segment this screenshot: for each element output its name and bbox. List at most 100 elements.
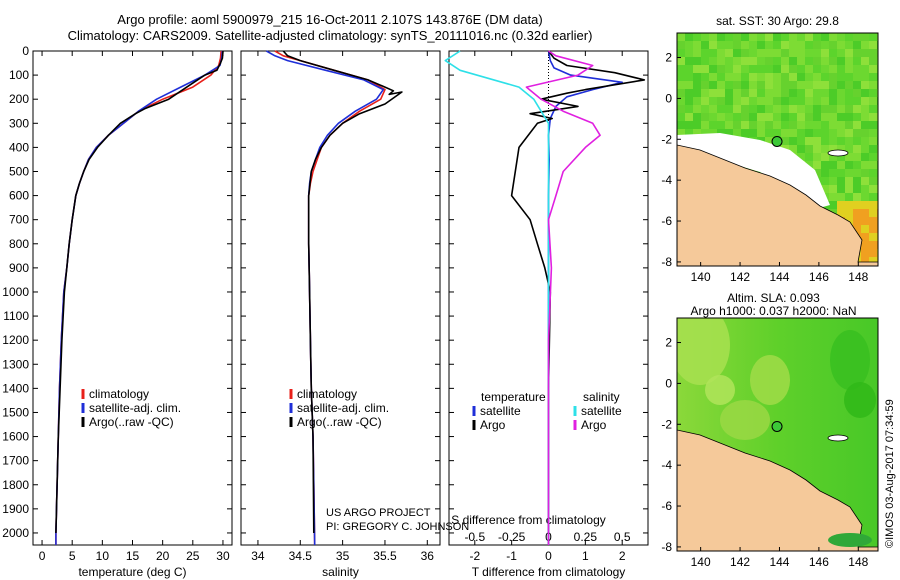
sst-cell xyxy=(837,129,846,138)
sst-cell xyxy=(805,121,814,130)
sst_map-ytick-label: -4 xyxy=(661,173,672,187)
sst-cell xyxy=(701,121,710,130)
sst-cell xyxy=(861,169,870,178)
sst-cell xyxy=(861,145,870,154)
sst-cell xyxy=(861,41,870,50)
sst-cell xyxy=(677,113,686,122)
sst-cell xyxy=(733,49,742,58)
sst-cell xyxy=(781,137,790,146)
sst-cell xyxy=(853,217,862,226)
sst-cell xyxy=(765,121,774,130)
sst-cell xyxy=(725,129,734,138)
legend-salinity-title: salinity xyxy=(583,390,620,404)
sst-cell xyxy=(869,129,878,138)
sst-cell xyxy=(837,49,846,58)
sst-cell xyxy=(821,177,830,186)
sst-cell xyxy=(821,129,830,138)
sla_map-xtick-label: 146 xyxy=(809,555,829,569)
sla-deep-patch xyxy=(828,533,872,547)
sst-cell xyxy=(741,41,750,50)
sst-cell xyxy=(741,89,750,98)
sst-cell xyxy=(829,97,838,106)
sst-cell xyxy=(741,73,750,82)
sst-cell xyxy=(685,97,694,106)
sst-cell xyxy=(701,49,710,58)
sst-cell xyxy=(821,145,830,154)
sst-cell xyxy=(773,121,782,130)
sst-cell xyxy=(845,209,854,218)
sst-cell xyxy=(821,41,830,50)
salinity-diff-tick-label: -0.25 xyxy=(498,530,526,544)
sst-cell xyxy=(845,65,854,74)
sst-cell xyxy=(781,73,790,82)
sst_map-land xyxy=(677,144,878,266)
sla_map-island xyxy=(827,434,849,442)
sst-cell xyxy=(813,161,822,170)
sst_map-xtick-label: 148 xyxy=(848,270,868,284)
sst-cell xyxy=(733,57,742,66)
sst-cell xyxy=(749,89,758,98)
sst-cell xyxy=(701,97,710,106)
sst-cell xyxy=(773,41,782,50)
sst-cell xyxy=(789,73,798,82)
sst_map-field xyxy=(677,33,878,266)
temperature-xtick-label: 20 xyxy=(156,549,170,563)
depth-tick-label: 1900 xyxy=(2,502,29,516)
sst-cell xyxy=(861,153,870,162)
sst-cell xyxy=(805,33,814,42)
sst-cell xyxy=(837,209,846,218)
sst-cell xyxy=(797,89,806,98)
sst-cell xyxy=(861,97,870,106)
sst-cell xyxy=(813,153,822,162)
depth-tick-label: 1000 xyxy=(2,285,29,299)
sst-cell xyxy=(861,57,870,66)
sst-cell xyxy=(741,65,750,74)
sst-cell xyxy=(821,121,830,130)
sst-cell xyxy=(805,41,814,50)
depth-tick-label: 900 xyxy=(9,261,29,275)
sst-cell xyxy=(853,41,862,50)
sst-cell xyxy=(837,57,846,66)
sst-cell xyxy=(677,49,686,58)
depth-tick-label: 1500 xyxy=(2,405,29,419)
sst-cell xyxy=(797,145,806,154)
sst-cell xyxy=(869,145,878,154)
sst-cell xyxy=(733,81,742,90)
sst-cell xyxy=(869,225,878,234)
sst_map-ytick-label: 0 xyxy=(665,91,672,105)
sst-cell xyxy=(757,113,766,122)
sst-cell xyxy=(869,169,878,178)
sst-cell xyxy=(845,177,854,186)
sst-cell xyxy=(741,97,750,106)
sst-cell xyxy=(821,153,830,162)
sst-cell xyxy=(789,105,798,114)
sst-cell xyxy=(829,41,838,50)
sst-cell xyxy=(741,105,750,114)
sst-cell xyxy=(765,89,774,98)
sst-cell xyxy=(821,169,830,178)
sst-cell xyxy=(725,57,734,66)
sst-cell xyxy=(821,81,830,90)
sst-cell xyxy=(677,65,686,74)
sst-cell xyxy=(677,33,686,42)
sst-cell xyxy=(789,49,798,58)
difference-series-argo-temperature xyxy=(510,50,646,545)
sst-cell xyxy=(677,57,686,66)
sst-cell xyxy=(853,97,862,106)
sst_map-ytick-label: 2 xyxy=(665,51,672,65)
sst-cell xyxy=(829,201,838,210)
sst-cell xyxy=(733,121,742,130)
sst_map-ytick-label: -8 xyxy=(661,255,672,269)
sst-cell xyxy=(773,65,782,74)
sst-cell xyxy=(853,49,862,58)
salinity-diff-xlabel: S difference from climatology xyxy=(451,513,606,527)
sst-cell xyxy=(765,65,774,74)
sst-cell xyxy=(853,201,862,210)
sst-cell xyxy=(709,113,718,122)
sst-cell xyxy=(781,57,790,66)
depth-tick-label: 0 xyxy=(22,44,29,58)
sst-cell xyxy=(749,57,758,66)
sst-cell xyxy=(749,121,758,130)
sst-cell xyxy=(709,97,718,106)
sst-cell xyxy=(869,217,878,226)
